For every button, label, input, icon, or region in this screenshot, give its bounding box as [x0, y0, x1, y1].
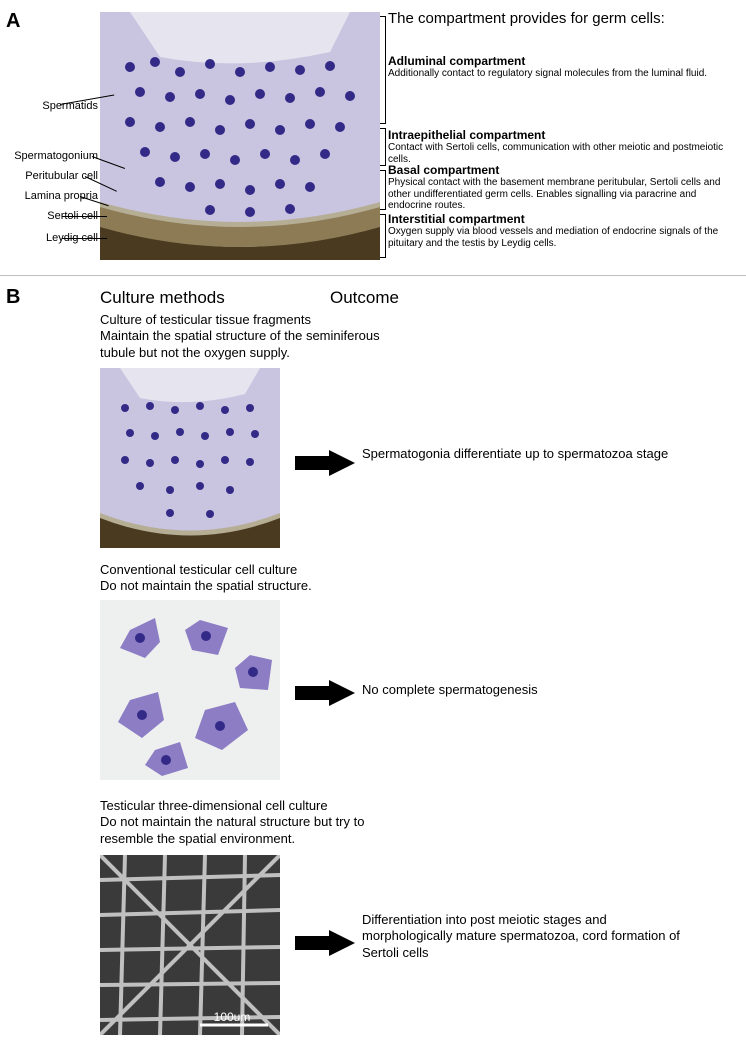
method-title: Culture of testicular tissue fragments: [100, 312, 311, 327]
bracket-intra: [380, 128, 386, 166]
comp-body: Additionally contact to regulatory signa…: [388, 68, 738, 80]
method-desc: Do not maintain the natural structure bu…: [100, 814, 364, 845]
panel-divider: [0, 275, 746, 276]
panel-a-label: A: [6, 10, 20, 33]
comp-body: Physical contact with the basement membr…: [388, 177, 738, 212]
bracket-interstitial: [380, 214, 386, 258]
scalebar-label: 100um: [214, 1010, 251, 1024]
panel-a-right-header: The compartment provides for germ cells:: [388, 10, 665, 27]
label-spermatids: Spermatids: [0, 100, 98, 112]
row2-outcome: No complete spermatogenesis: [362, 682, 692, 698]
row1-image: [100, 368, 280, 548]
row3-arrow-icon: [295, 930, 355, 956]
label-text: Lamina propria: [25, 190, 98, 202]
row2-image: [100, 600, 280, 780]
label-peritubular: Peritubular cell: [0, 170, 98, 182]
comp-title: Basal compartment: [388, 163, 738, 177]
row2-method-text: Conventional testicular cell culture Do …: [100, 562, 410, 595]
comp-body: Oxygen supply via blood vessels and medi…: [388, 226, 738, 249]
method-title: Testicular three-dimensional cell cultur…: [100, 798, 328, 813]
row1-method-text: Culture of testicular tissue fragments M…: [100, 312, 410, 361]
heading-outcome: Outcome: [330, 288, 399, 308]
panel-b-label: B: [6, 286, 20, 309]
compartment-adluminal: Adluminal compartment Additionally conta…: [388, 54, 738, 80]
comp-title: Interstitial compartment: [388, 212, 738, 226]
compartment-interstitial: Interstitial compartment Oxygen supply v…: [388, 212, 738, 249]
heading-culture-methods: Culture methods: [100, 288, 225, 308]
method-desc: Do not maintain the spatial structure.: [100, 578, 312, 593]
comp-body: Contact with Sertoli cells, communicatio…: [388, 142, 738, 165]
row3-image: 100um: [100, 855, 280, 1035]
bracket-basal: [380, 170, 386, 210]
method-desc: Maintain the spatial structure of the se…: [100, 328, 380, 359]
label-lamina: Lamina propria: [0, 190, 98, 202]
compartment-basal: Basal compartment Physical contact with …: [388, 163, 738, 212]
comp-title: Adluminal compartment: [388, 54, 738, 68]
comp-title: Intraepithelial compartment: [388, 128, 738, 142]
label-text: Spermatogonium: [14, 150, 98, 162]
row2-arrow-icon: [295, 680, 355, 706]
row3-method-text: Testicular three-dimensional cell cultur…: [100, 798, 410, 847]
row1-outcome: Spermatogonia differentiate up to sperma…: [362, 446, 692, 462]
method-title: Conventional testicular cell culture: [100, 562, 297, 577]
label-spermatogonium: Spermatogonium: [0, 150, 98, 162]
bracket-adluminal: [380, 16, 386, 124]
row3-outcome: Differentiation into post meiotic stages…: [362, 912, 692, 961]
panel-a-micrograph: [100, 12, 380, 260]
label-sertoli: Sertoli cell: [0, 210, 98, 222]
row1-arrow-icon: [295, 450, 355, 476]
label-leydig: Leydig cell: [0, 232, 98, 244]
compartment-intra: Intraepithelial compartment Contact with…: [388, 128, 738, 165]
